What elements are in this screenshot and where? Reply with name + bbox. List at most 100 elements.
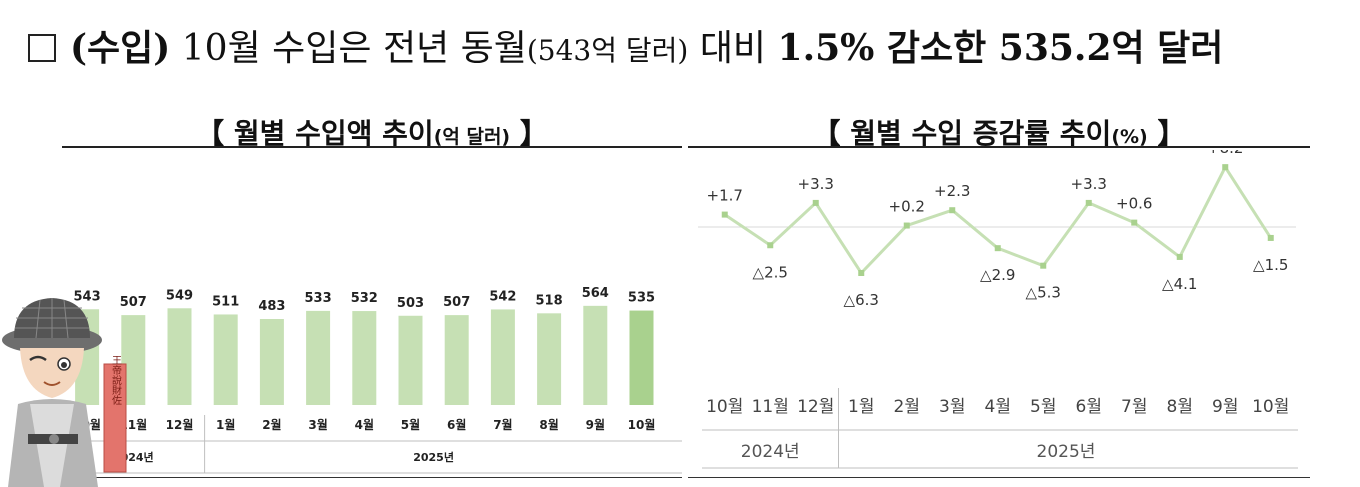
- line-value-label-6: △2.9: [980, 266, 1015, 284]
- bar-5: [306, 310, 331, 405]
- bar-value-label-6: 532: [351, 291, 378, 306]
- line-point-8: [1085, 199, 1092, 206]
- mascot-stamp-scroll: 王帝說財佐: [103, 355, 127, 473]
- line-value-label-10: △4.1: [1162, 275, 1197, 293]
- line-point-6: [994, 245, 1001, 252]
- bar-10: [537, 313, 562, 405]
- line-point-7: [1040, 262, 1047, 269]
- line-category-label-5: 3월: [939, 397, 965, 417]
- bar-3: [213, 314, 238, 405]
- line-value-label-8: +3.3: [1071, 175, 1107, 193]
- line-point-10: [1176, 253, 1183, 260]
- line-point-9: [1131, 219, 1138, 226]
- line-category-label-11: 9월: [1212, 397, 1238, 417]
- left-title-close: 】: [519, 117, 548, 150]
- bar-value-label-5: 533: [305, 291, 332, 306]
- bar-value-label-3: 511: [212, 294, 239, 309]
- line-category-label-12: 10월: [1252, 397, 1289, 417]
- bar-11: [583, 305, 608, 405]
- bar-category-label-2: 12월: [166, 417, 194, 432]
- line-category-label-6: 4월: [985, 397, 1011, 417]
- bar-value-label-7: 503: [397, 296, 424, 311]
- mascot-body: [8, 399, 98, 487]
- checkbox-square-icon: [28, 34, 56, 62]
- line-category-label-9: 7월: [1121, 397, 1147, 417]
- bar-category-label-9: 7월: [493, 417, 512, 432]
- bar-category-label-7: 5월: [401, 417, 420, 432]
- bar-8: [444, 315, 469, 405]
- left-title-unit: (억 달러): [433, 126, 511, 148]
- bar-value-label-4: 483: [258, 299, 285, 314]
- left-bottom-rule: [62, 477, 682, 478]
- bar-12: [629, 310, 654, 405]
- bar-value-label-1: 507: [120, 295, 147, 310]
- bar-6: [352, 311, 377, 405]
- bar-value-label-8: 507: [443, 295, 470, 310]
- import-amount-bar-chart: 54310월50711월54912월5111월4832월5333월5324월50…: [62, 286, 682, 474]
- mascot-face: [20, 348, 84, 398]
- bar-value-label-11: 564: [582, 286, 609, 301]
- left-title-text: 【 월별 수입액 추이: [196, 117, 434, 150]
- line-value-label-12: △1.5: [1253, 256, 1288, 274]
- line-category-label-0: 10월: [706, 397, 743, 417]
- right-title-close: 】: [1157, 117, 1186, 150]
- line-point-12: [1267, 234, 1274, 241]
- line-value-label-7: △5.3: [1026, 284, 1061, 302]
- left-title-rule: [62, 146, 682, 148]
- headline-result: 1.5% 감소한 535.2억 달러: [777, 27, 1224, 69]
- bar-value-label-0: 543: [74, 289, 101, 304]
- bar-category-label-5: 3월: [308, 417, 327, 432]
- line-point-3: [858, 269, 865, 276]
- bar-9: [490, 309, 515, 405]
- line-group-label-0: 2024년: [741, 442, 800, 462]
- bar-category-label-8: 6월: [447, 417, 466, 432]
- import-growth-line-chart: +1.7 10월 △2.5 11월 +3.3 12월 △6.3 1월 +0.2 2월 +2.3 3월 △…: [698, 150, 1298, 469]
- line-category-label-4: 2월: [894, 397, 920, 417]
- line-category-label-3: 1월: [848, 397, 874, 417]
- line-category-label-1: 11월: [752, 397, 789, 417]
- line-point-11: [1222, 164, 1229, 171]
- mascot-hat: [2, 298, 102, 354]
- line-value-label-3: △6.3: [844, 291, 879, 309]
- bar-value-label-10: 518: [536, 293, 563, 308]
- line-value-label-11: +8.2: [1207, 150, 1243, 157]
- bar-group-label-1: 2025년: [413, 450, 454, 464]
- bar-category-label-12: 10월: [628, 417, 656, 432]
- line-point-1: [767, 242, 774, 249]
- line-category-label-10: 8월: [1167, 397, 1193, 417]
- right-panel-title: 【 월별 수입 증감률 추이(%) 】: [688, 112, 1310, 152]
- line-point-5: [949, 207, 956, 214]
- bar-7: [398, 315, 423, 405]
- headline-text-2: 대비: [699, 28, 767, 69]
- right-bottom-rule: [688, 477, 1310, 478]
- bar-2: [167, 308, 192, 405]
- line-value-label-0: +1.7: [707, 187, 743, 205]
- headline: (수입) 10월 수입은 전년 동월(543억 달러) 대비 1.5% 감소한 …: [28, 22, 1348, 77]
- left-panel-title: 【 월별 수입액 추이(억 달러) 】: [62, 112, 682, 152]
- line-group-label-1: 2025년: [1037, 442, 1096, 462]
- bar-value-label-9: 542: [489, 289, 516, 304]
- bar-category-label-6: 4월: [355, 417, 374, 432]
- bar-category-label-11: 9월: [586, 417, 605, 432]
- right-title-rule: [688, 146, 1310, 148]
- line-value-label-2: +3.3: [798, 175, 834, 193]
- line-point-2: [812, 199, 819, 206]
- line-point-4: [903, 222, 910, 229]
- line-category-label-8: 6월: [1076, 397, 1102, 417]
- bar-value-label-12: 535: [628, 291, 655, 306]
- mascot-stamp-text: 王帝說財佐: [110, 355, 122, 406]
- bar-category-label-3: 1월: [216, 417, 235, 432]
- bar-value-label-2: 549: [166, 288, 193, 303]
- line-value-label-5: +2.3: [934, 182, 970, 200]
- bar-4: [259, 319, 284, 405]
- line-category-label-7: 5월: [1030, 397, 1056, 417]
- right-title-unit: (%): [1111, 126, 1148, 148]
- line-value-label-9: +0.6: [1116, 195, 1152, 213]
- headline-import-tag: (수입): [70, 27, 171, 69]
- line-category-label-2: 12월: [797, 397, 834, 417]
- bar-category-label-4: 2월: [262, 417, 281, 432]
- line-value-label-1: △2.5: [753, 263, 788, 281]
- headline-prev-value: (543억 달러): [526, 34, 689, 67]
- bar-category-label-10: 8월: [539, 417, 558, 432]
- mascot-character-illustration: 王帝說財佐: [2, 298, 127, 487]
